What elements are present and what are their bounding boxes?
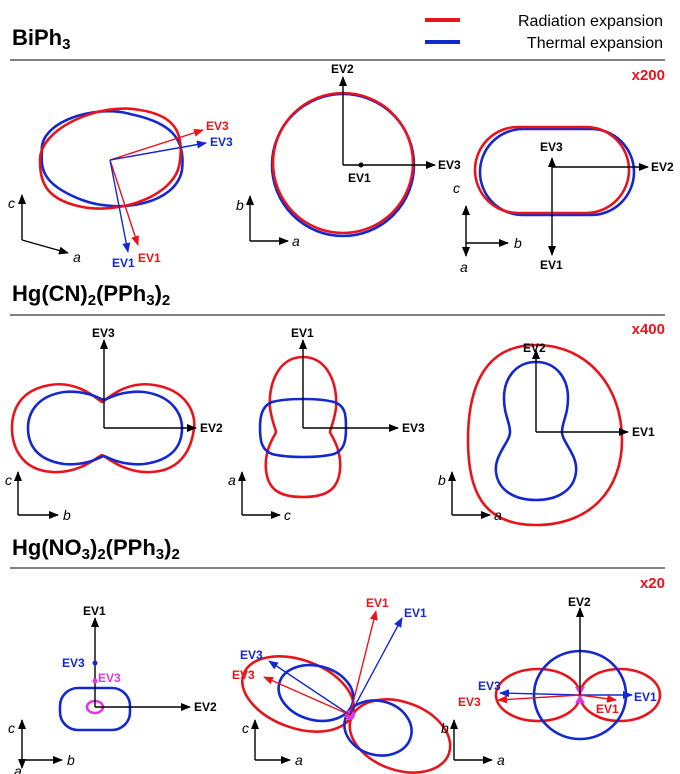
ev1-label: EV1: [291, 326, 314, 340]
section-title: BiPh3: [12, 25, 70, 53]
section-title: Hg(CN)2(PPh3)2: [12, 281, 170, 309]
ev1-radiation-label: EV1: [596, 702, 619, 716]
ev2-label: EV2: [651, 160, 674, 174]
ev3-thermal-vector: [499, 689, 581, 698]
legend: Radiation expansion Thermal expansion: [425, 13, 663, 52]
ev3-label: EV3: [92, 326, 115, 340]
ev2-label: EV2: [523, 341, 546, 355]
ev3-radiation-vector: [497, 694, 581, 704]
axis-c-label: c: [242, 720, 249, 736]
ev1-radiation-label: EV1: [138, 251, 161, 265]
ev1-thermal-label: EV1: [634, 690, 657, 704]
scale-factor: x400: [632, 321, 665, 338]
ev3-thermal-label: EV3: [240, 648, 263, 662]
ev1-label: EV1: [632, 425, 655, 439]
panel-3-2: EV1 EV1 EV3 EV3 c a: [232, 596, 452, 774]
ev1-label: EV1: [348, 171, 371, 185]
axis-a-label: a: [494, 507, 502, 523]
axis-a-label: a: [292, 233, 300, 249]
ev3-thermal-vector: [109, 140, 207, 161]
axis-a-label: a: [228, 472, 236, 488]
panel-2-2: EV1 EV3 a c: [228, 326, 425, 523]
axis-a-label: a: [73, 249, 81, 265]
ev1-radiation-vector: [109, 159, 139, 246]
axis-b-label: b: [236, 197, 244, 213]
axis-c-label: c: [453, 180, 460, 196]
panel-1-2: EV2 EV3 EV1 b a: [236, 62, 461, 249]
thermal-surface: [494, 360, 578, 502]
ev1-label: EV1: [83, 604, 106, 618]
ev3-label: EV3: [540, 140, 563, 154]
section-title: Hg(NO3)2(PPh3)2: [12, 535, 180, 563]
axis-b-label: b: [514, 235, 522, 251]
ev2-label: EV2: [331, 62, 354, 76]
ev3-radiation-vector: [263, 676, 351, 716]
axis-b-label: b: [438, 472, 446, 488]
ev3-thermal-vector: [268, 660, 351, 716]
ev1-thermal-label: EV1: [112, 256, 135, 270]
axis-a-label: a: [14, 763, 22, 774]
radiation-surface: [466, 343, 624, 527]
ev2-label: EV2: [568, 595, 591, 609]
ev3-thermal-label: EV3: [478, 679, 501, 693]
ev1-dot: [358, 162, 364, 168]
ev3-radiation-dot: [92, 678, 98, 684]
ev1-thermal-label: EV1: [404, 606, 427, 620]
axis-a-label: a: [460, 259, 468, 275]
axis-c-label: c: [8, 720, 15, 736]
legend-thermal-label: Thermal expansion: [527, 35, 663, 52]
panel-2-1: EV3 EV2 c b: [5, 326, 223, 523]
panel-3-1: EV1 EV2 EV3 EV3 c b a: [8, 604, 217, 774]
ev3-label: EV3: [402, 421, 425, 435]
panel-1-3: EV3 EV2 EV1 c a b: [453, 125, 674, 275]
section-biph3: BiPh3 x200 EV3 EV3 EV1 EV1 c a: [8, 25, 674, 275]
ev1-radiation-vector: [349, 610, 378, 716]
ev3-thermal-label: EV3: [62, 656, 85, 670]
axis-a-label: a: [497, 752, 505, 768]
panel-2-3: EV2 EV1 b a: [438, 341, 655, 527]
scale-factor: x20: [640, 575, 665, 592]
radiation-surface: [38, 107, 183, 210]
axis-b-label: b: [67, 752, 75, 768]
axis-b-label: b: [63, 507, 71, 523]
ev1-thermal-vector: [109, 159, 131, 253]
ev1-label: EV1: [540, 258, 563, 272]
panel-3-3: EV2 EV3 EV3 EV1 EV1 b a: [441, 595, 662, 768]
thermal-surface: [40, 109, 184, 208]
ev3-thermal-dot: [92, 660, 98, 666]
ev1-thermal-vector: [349, 617, 403, 716]
thermal-surface: [478, 127, 636, 217]
thermal-surface: [26, 390, 184, 466]
ev2-label: EV2: [194, 700, 217, 714]
ev3-radiation-label: EV3: [232, 668, 255, 682]
panel-1-1: EV3 EV3 EV1 EV1 c a: [8, 107, 233, 270]
ev3-radiation-label: EV3: [206, 119, 229, 133]
ev3-radiation-label: EV3: [458, 695, 481, 709]
thermal-surface: [258, 397, 348, 459]
ev2-label: EV2: [200, 421, 223, 435]
ev3-radiation-label: EV3: [98, 671, 121, 685]
scale-factor: x200: [632, 67, 665, 84]
ev3-thermal-label: EV3: [210, 135, 233, 149]
axis-c-label: c: [5, 472, 12, 488]
axis-b-label: b: [441, 720, 449, 736]
section-hgcn2pph32: Hg(CN)2(PPh3)2 x400 EV3 EV2 c b EV1 EV3: [5, 281, 665, 527]
radiation-surface: [10, 382, 196, 474]
radiation-surface: [264, 355, 342, 499]
axis-a-label: a: [295, 752, 303, 768]
axis-c-label: c: [284, 507, 291, 523]
thermal-lobe-right: [343, 699, 413, 757]
section-hgno32pph32: Hg(NO3)2(PPh3)2 x20 EV1 EV2 EV3 EV3 c b …: [8, 535, 665, 774]
legend-radiation-label: Radiation expansion: [518, 13, 663, 30]
ev1-radiation-vector: [579, 694, 617, 703]
ev1-radiation-label: EV1: [366, 596, 389, 610]
axis-c-label: c: [8, 195, 15, 211]
axis-a-arrow: [21, 239, 69, 255]
ev3-radiation-vector: [109, 128, 204, 161]
ev3-label: EV3: [438, 158, 461, 172]
